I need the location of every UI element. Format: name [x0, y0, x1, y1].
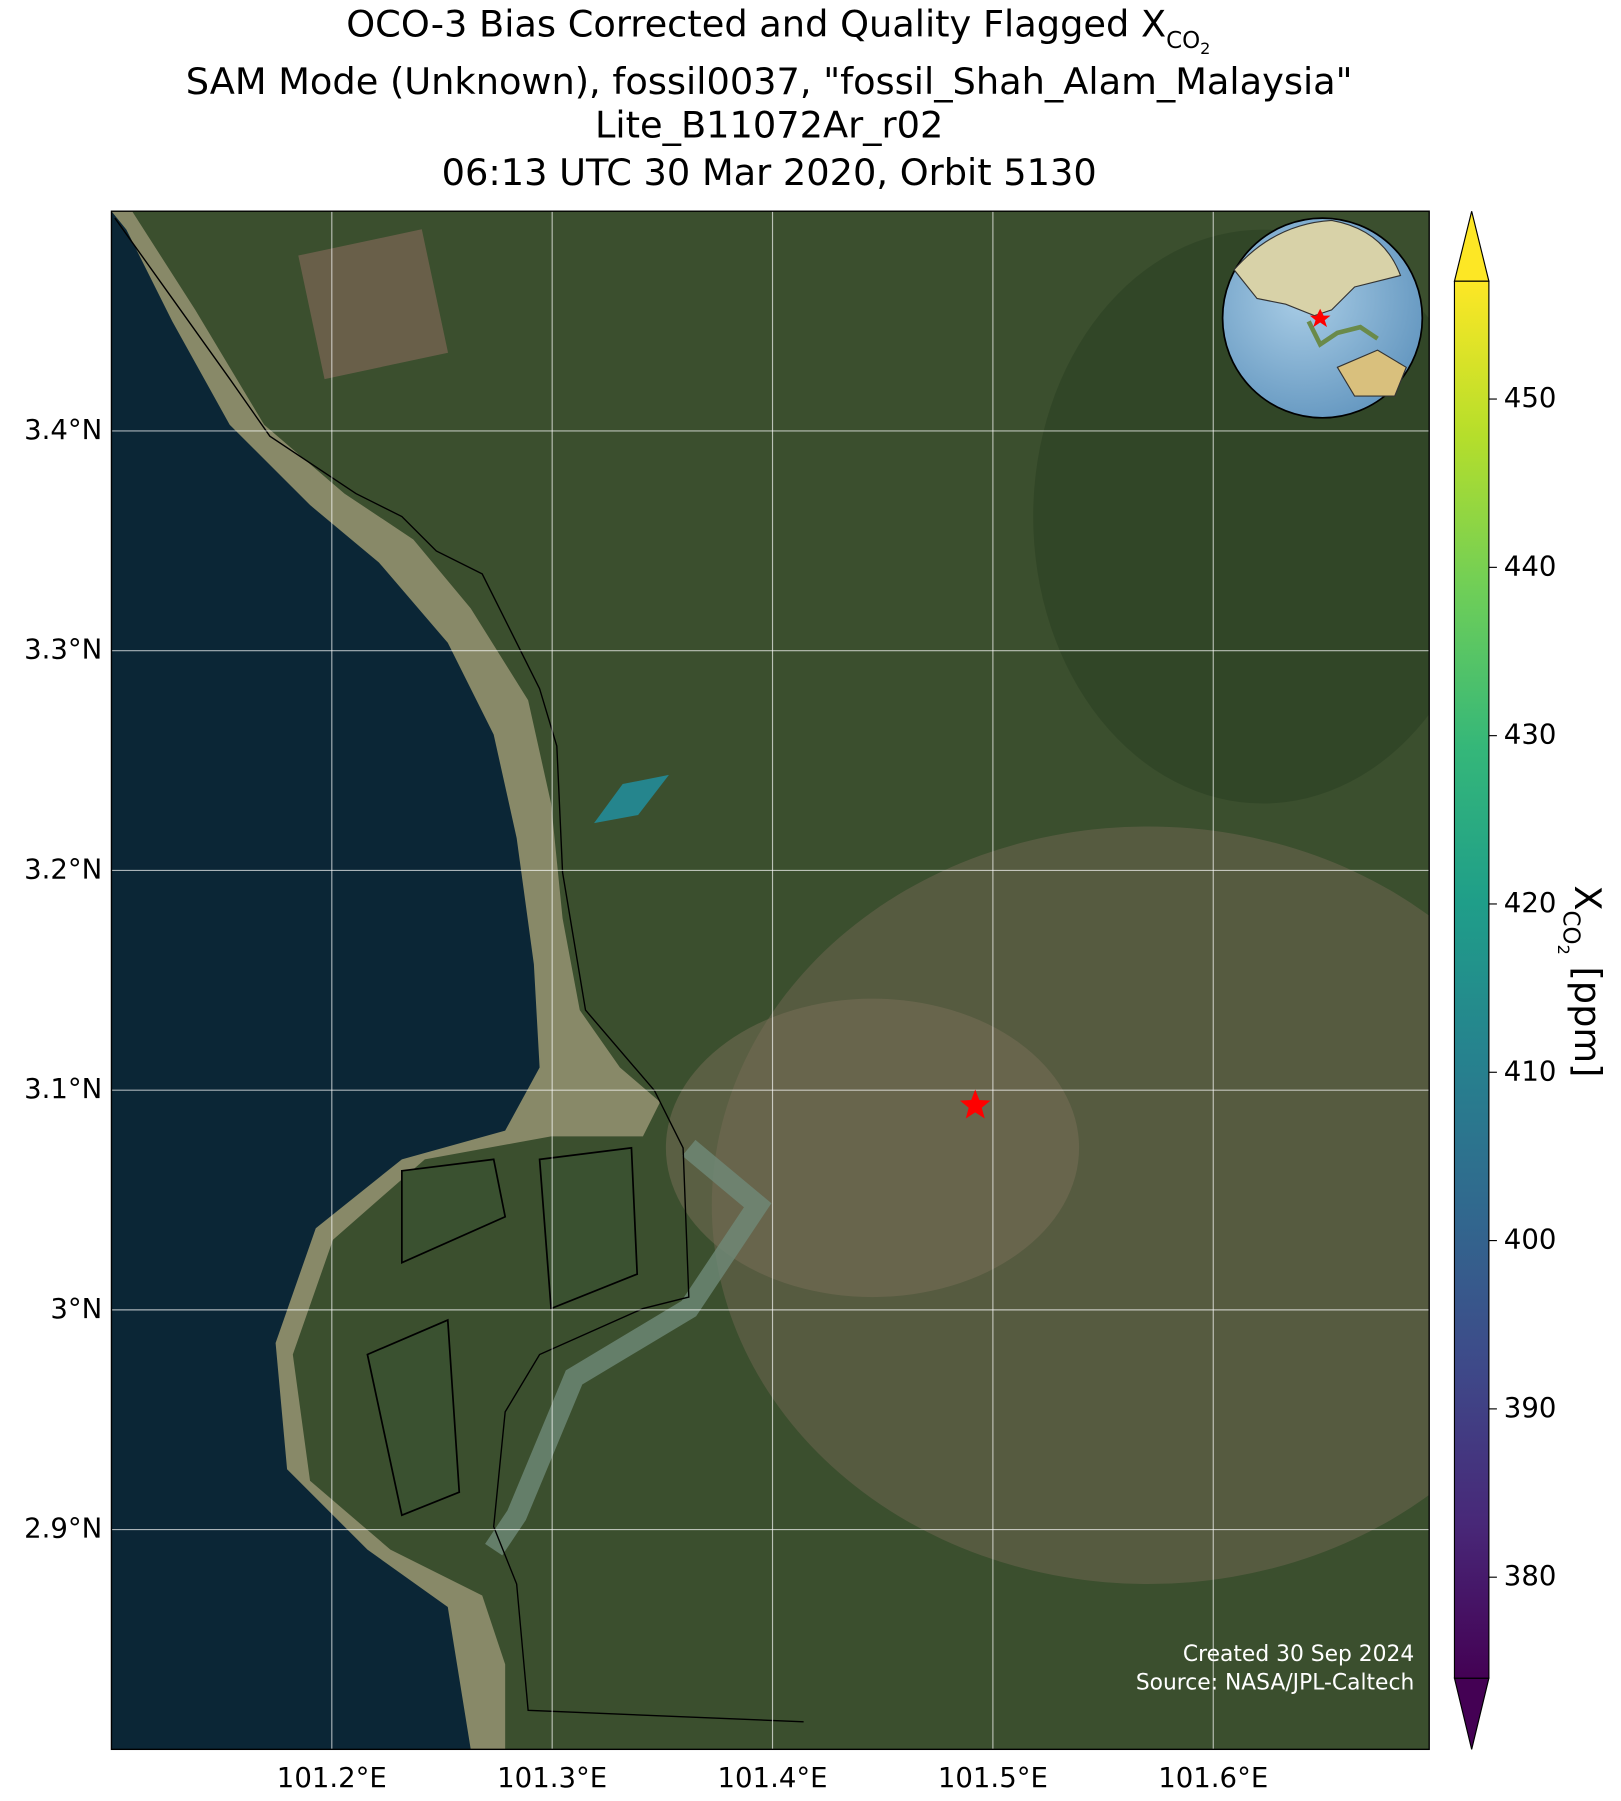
title-line: OCO-3 Bias Corrected and Quality Flagged… [346, 3, 1210, 58]
title-line: Lite_B11072Ar_r02 [595, 104, 943, 147]
ocean [111, 211, 540, 1750]
globe-land [1336, 349, 1407, 397]
cleared-land [298, 229, 449, 380]
colorbar-tick-label: 440 [1504, 550, 1557, 582]
axis-labels: 101.2°E 101.3°E 101.4°E 101.5°E 101.6°E 2.9°N… [24, 414, 1268, 1794]
globe-land [1233, 219, 1402, 317]
colorbar-tick-label: 450 [1504, 382, 1557, 414]
globe-marker [1309, 308, 1331, 328]
credit-text: Source: NASA/JPL-Caltech [1136, 1671, 1414, 1696]
y-tick-label: 2.9°N [24, 1513, 102, 1545]
title-line: SAM Mode (Unknown), fossil0037, "fossil_… [186, 60, 1353, 103]
y-tick-label: 3.3°N [24, 634, 102, 666]
title-symbol: X [1141, 3, 1166, 46]
title-symbol-subsub: 2 [1200, 39, 1210, 58]
title-block: OCO-3 Bias Corrected and Quality Flagged… [186, 3, 1353, 194]
mangrove-island [366, 1146, 639, 1517]
colorbar-tick-label: 420 [1504, 887, 1557, 919]
x-tick-label: 101.2°E [277, 1762, 387, 1794]
target-marker [959, 1089, 991, 1119]
data-layer: Created 30 Sep 2024 Source: NASA/JPL-Calt… [594, 774, 1414, 1696]
coastline [114, 217, 804, 1723]
map-area: Created 30 Sep 2024 Source: NASA/JPL-Calt… [111, 211, 1430, 1750]
colorbar-units: [ppm] [1566, 955, 1609, 1078]
colorbar-symbol-subsub: 2 [1554, 945, 1573, 955]
inset-globe [1221, 217, 1424, 419]
globe-land [1306, 320, 1379, 348]
x-tick-label: 101.3°E [497, 1762, 607, 1794]
y-tick-label: 3.2°N [24, 853, 102, 885]
colorbar-tick-label: 380 [1504, 1560, 1557, 1592]
title-line: 06:13 UTC 30 Mar 2020, Orbit 5130 [442, 151, 1097, 194]
colorbar-label: XCO2 [ppm] [1554, 885, 1609, 1077]
river [485, 1139, 772, 1556]
urban-area [665, 998, 1080, 1298]
y-tick-label: 3.4°N [24, 414, 102, 446]
colorbar-tick-label: 390 [1504, 1392, 1557, 1424]
colorbar-symbol: X [1566, 885, 1609, 910]
sounding-footprint [594, 774, 669, 824]
colorbar-tick-label: 400 [1504, 1224, 1557, 1256]
x-tick-label: 101.4°E [718, 1762, 828, 1794]
colorbar: XCO2 [ppm] 380 390 400 410 420 430 440 450 [1453, 211, 1609, 1750]
colorbar-extend-min [1453, 1677, 1490, 1750]
colorbar-extend-max [1453, 211, 1490, 282]
colorbar-tick-label: 410 [1504, 1055, 1557, 1087]
colorbar-symbol-sub: CO [1557, 910, 1583, 944]
gridlines [111, 211, 1430, 1750]
colorbar-tick-label: 430 [1504, 719, 1557, 751]
map-frame [110, 210, 1430, 1751]
title-text: OCO-3 Bias Corrected and Quality Flagged [346, 3, 1141, 46]
x-tick-label: 101.5°E [938, 1762, 1048, 1794]
y-tick-label: 3°N [50, 1293, 102, 1325]
colorbar-body [1453, 280, 1490, 1679]
y-tick-label: 3.1°N [24, 1073, 102, 1105]
title-symbol-sub: CO [1166, 28, 1200, 54]
credit-text: Created 30 Sep 2024 [1183, 1642, 1414, 1667]
x-tick-label: 101.6°E [1158, 1762, 1268, 1794]
